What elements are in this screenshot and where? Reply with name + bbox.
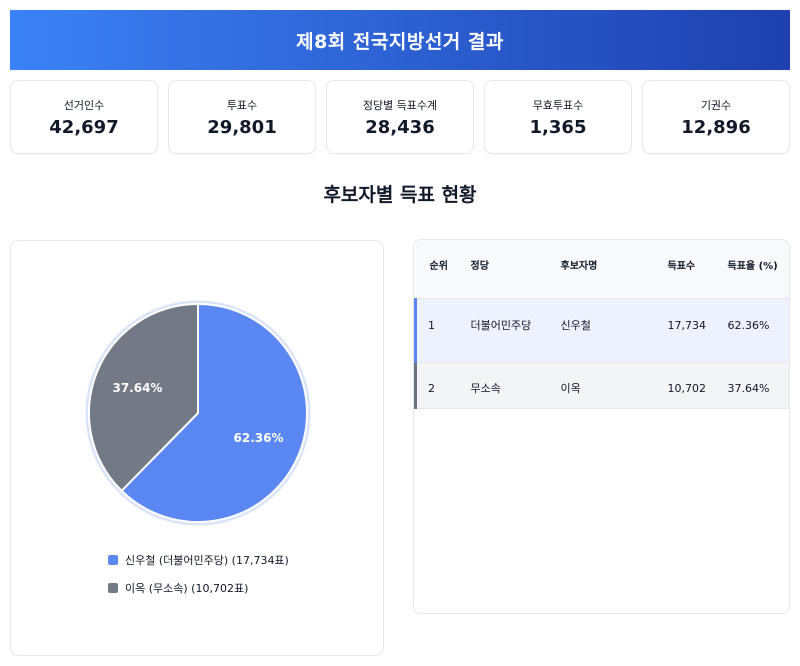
cell-votes: 10,702: [667, 381, 707, 395]
pie-chart: 62.36% 37.64%: [85, 300, 311, 526]
stat-value: 28,436: [365, 116, 435, 138]
cell-candidate: 이옥: [560, 381, 581, 395]
pie-outline: [85, 300, 311, 526]
stat-card-invalid-votes: 무효투표수 1,365: [484, 80, 632, 154]
legend-swatch: [108, 583, 118, 593]
legend-swatch: [108, 555, 118, 565]
legend-label: 신우철 (더불어민주당) (17,734표): [125, 554, 289, 567]
legend-item[interactable]: 신우철 (더불어민주당) (17,734표): [108, 553, 289, 567]
header-candidate: 후보자명: [560, 261, 598, 272]
chart-legend: 신우철 (더불어민주당) (17,734표) 이옥 (무소속) (10,702표…: [108, 553, 289, 609]
stat-card-party-votes: 정당별 득표수계 28,436: [326, 80, 474, 154]
stat-label: 정당별 득표수계: [362, 98, 438, 112]
stat-value: 12,896: [681, 116, 751, 138]
page-title: 제8회 전국지방선거 결과: [296, 30, 504, 53]
table-header-row: 순위 정당 후보자명 득표수 득표율 (%): [415, 240, 789, 298]
page-header: 제8회 전국지방선거 결과: [10, 10, 790, 70]
stat-card-electorate: 선거인수 42,697: [10, 80, 158, 154]
legend-label: 이옥 (무소속) (10,702표): [125, 582, 249, 595]
cell-party: 더불어민주당: [470, 318, 532, 332]
pie-chart-card: 62.36% 37.64% 신우철 (더불어민주당) (17,734표) 이옥 (…: [10, 240, 384, 656]
stat-label: 기권수: [700, 98, 732, 112]
stat-card-votes-cast: 투표수 29,801: [168, 80, 316, 154]
stat-value: 1,365: [529, 116, 587, 138]
table-row: 1 더불어민주당 신우철 17,734 62.36%: [415, 298, 789, 362]
legend-item[interactable]: 이옥 (무소속) (10,702표): [108, 581, 289, 595]
cell-candidate: 신우철: [560, 318, 591, 332]
cell-rank: 2: [428, 381, 435, 395]
header-rank: 순위: [429, 261, 448, 272]
pie-slice-2[interactable]: [88, 302, 199, 493]
stat-card-abstentions: 기권수 12,896: [642, 80, 790, 154]
stat-label: 투표수: [226, 98, 258, 112]
header-votes: 득표수: [667, 261, 696, 272]
header-vote-rate: 득표율 (%): [727, 261, 778, 272]
cell-party: 무소속: [470, 381, 501, 395]
stat-label: 무효투표수: [532, 98, 584, 112]
header-party: 정당: [470, 261, 489, 272]
section-title: 후보자별 득표 현황: [323, 184, 477, 206]
stat-value: 42,697: [49, 116, 119, 138]
pie-slice-1[interactable]: [120, 302, 308, 523]
cell-rank: 1: [428, 318, 435, 332]
stat-label: 선거인수: [63, 98, 105, 112]
stat-value: 29,801: [207, 116, 277, 138]
pie-slice-label: 62.36%: [234, 431, 284, 445]
pie-slice-label: 37.64%: [112, 381, 162, 395]
table-row: 2 무소속 이옥 10,702 37.64%: [415, 362, 789, 408]
cell-vote-rate: 37.64%: [727, 381, 770, 395]
cell-votes: 17,734: [667, 318, 707, 332]
cell-vote-rate: 62.36%: [727, 318, 770, 332]
stats-bar: 선거인수 42,697 투표수 29,801 정당별 득표수계 28,436 무…: [10, 80, 790, 154]
results-table: 순위 정당 후보자명 득표수 득표율 (%) 1 더불어민주당 신우철 17,7…: [414, 240, 789, 409]
results-table-card: 순위 정당 후보자명 득표수 득표율 (%) 1 더불어민주당 신우철 17,7…: [413, 239, 790, 614]
